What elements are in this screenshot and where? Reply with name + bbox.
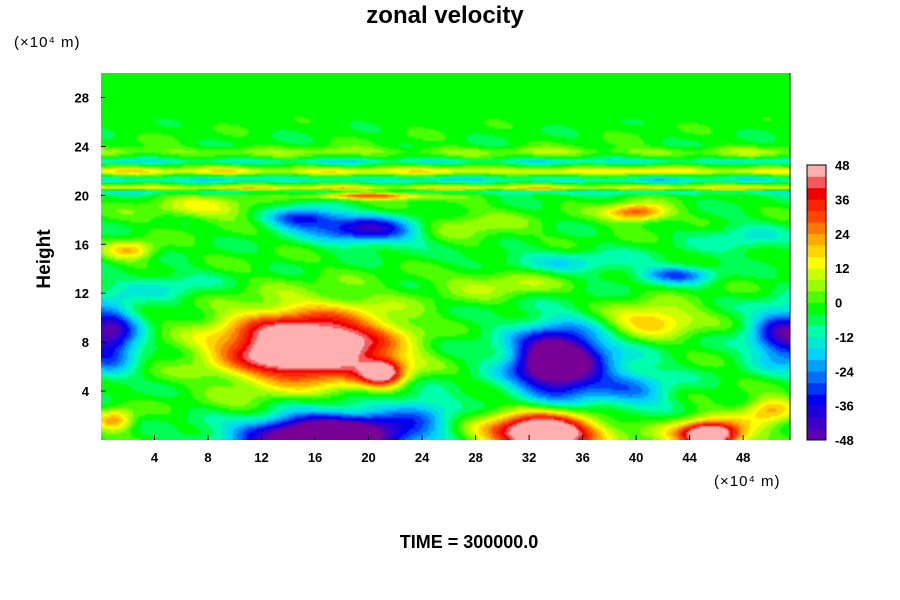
colorbar-tick-label: -12 bbox=[835, 330, 854, 345]
y-axis: 4 8 12 16 20 24 28 bbox=[75, 90, 106, 399]
colorbar-segment bbox=[807, 302, 826, 315]
chart-title: zonal velocity bbox=[366, 2, 524, 29]
colorbar-tick-label: 12 bbox=[835, 261, 849, 276]
colorbar-segment bbox=[807, 291, 826, 303]
colorbar-segment bbox=[807, 428, 826, 441]
y-tick-label: 8 bbox=[82, 335, 89, 350]
y-tick-label: 20 bbox=[75, 188, 89, 203]
colorbar-segment bbox=[807, 348, 826, 361]
colorbar-tick-label: -24 bbox=[835, 364, 855, 379]
colorbar-segment bbox=[807, 336, 826, 349]
x-tick-label: 4 bbox=[151, 450, 159, 465]
colorbar-segment bbox=[807, 245, 826, 257]
x-tick-label: 32 bbox=[522, 450, 536, 465]
colorbar-segment bbox=[807, 313, 826, 326]
colorbar-segment bbox=[807, 371, 826, 384]
colorbar-segment bbox=[807, 359, 826, 372]
colorbar-segment bbox=[807, 394, 826, 406]
colorbar-segment bbox=[807, 222, 826, 235]
colorbar-tick-label: -48 bbox=[835, 433, 854, 448]
colorbar-segment bbox=[807, 256, 826, 269]
x-tick-label: 20 bbox=[361, 450, 375, 465]
y-tick-label: 12 bbox=[75, 286, 89, 301]
colorbar-segment bbox=[807, 382, 826, 395]
time-label: TIME = 300000.0 bbox=[399, 532, 539, 552]
x-tick-label: 36 bbox=[575, 450, 589, 465]
colorbar-tick-label: 24 bbox=[835, 227, 850, 242]
y-tick-label: 4 bbox=[82, 384, 90, 399]
colorbar-segment bbox=[807, 176, 826, 189]
colorbar-frame bbox=[806, 164, 827, 441]
y-tick-label: 24 bbox=[75, 139, 90, 154]
colorbar-segment bbox=[807, 325, 826, 338]
colorbar-segment bbox=[807, 187, 826, 200]
colorbar-segment bbox=[807, 165, 826, 177]
y-tick-label: 16 bbox=[75, 237, 89, 252]
colorbar-tick-label: 48 bbox=[835, 158, 849, 173]
colorbar: 48 36 24 12 0 -12 -24 -36 -48 bbox=[806, 158, 855, 448]
y-axis-unit: (×10⁴ m) bbox=[14, 34, 81, 51]
colorbar-segment bbox=[807, 417, 826, 429]
x-axis-unit: (×10⁴ m) bbox=[714, 473, 781, 490]
x-tick-label: 8 bbox=[204, 450, 211, 465]
colorbar-segment bbox=[807, 210, 826, 223]
colorbar-segment bbox=[807, 279, 826, 292]
x-tick-label: 40 bbox=[629, 450, 643, 465]
x-tick-label: 24 bbox=[415, 450, 430, 465]
x-tick-label: 16 bbox=[308, 450, 322, 465]
colorbar-segment bbox=[807, 233, 826, 246]
colorbar-tick-label: 0 bbox=[835, 296, 842, 311]
colorbar-tick-label: 36 bbox=[835, 192, 849, 207]
velocity-field bbox=[101, 73, 790, 440]
x-tick-label: 28 bbox=[468, 450, 482, 465]
colorbar-segment bbox=[807, 199, 826, 212]
x-tick-label: 44 bbox=[682, 450, 697, 465]
x-tick-label: 12 bbox=[254, 450, 268, 465]
colorbar-segment bbox=[807, 268, 826, 280]
colorbar-tick-label: -36 bbox=[835, 399, 854, 414]
x-tick-label: 48 bbox=[736, 450, 750, 465]
colorbar-segment bbox=[807, 405, 826, 418]
x-axis: 4 8 12 16 20 24 28 32 36 40 44 48 bbox=[151, 435, 750, 465]
y-tick-label: 28 bbox=[75, 90, 89, 105]
